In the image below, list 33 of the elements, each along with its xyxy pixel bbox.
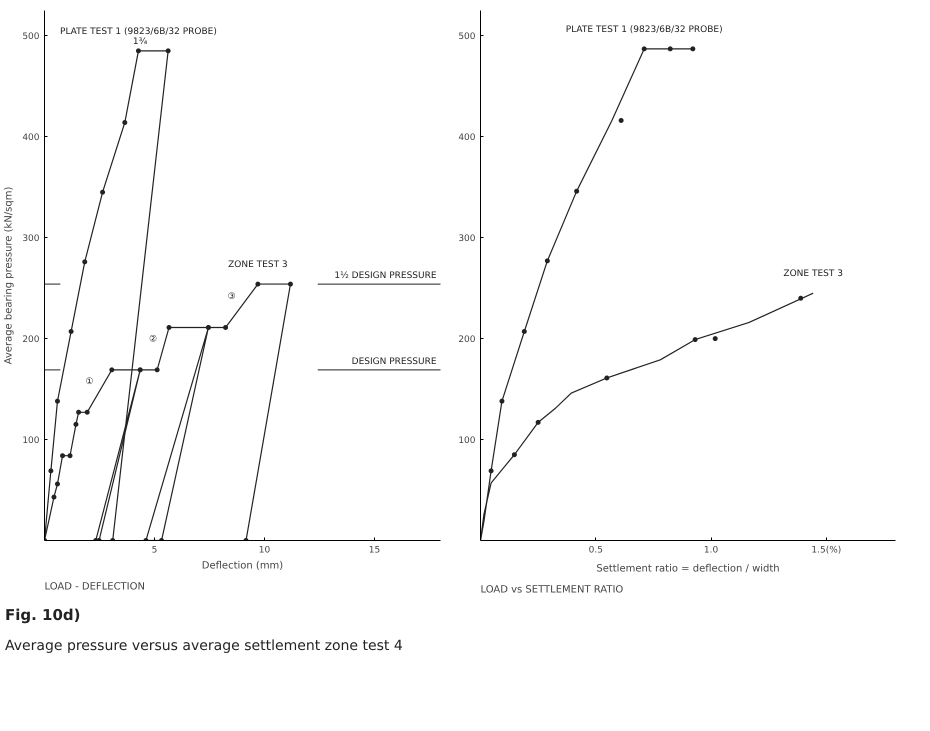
annotation: ① bbox=[85, 377, 94, 388]
y-tick-label: 100 bbox=[22, 436, 40, 446]
y-tick-label: 200 bbox=[22, 335, 40, 346]
y-tick-label: 100 bbox=[458, 436, 476, 446]
text: Average pressure versus average settlement zone test 4 bbox=[5, 637, 403, 656]
caption: Fig. 10d) bbox=[5, 605, 81, 626]
x-tick-label: 15 bbox=[368, 546, 380, 556]
y-tick-label: 500 bbox=[458, 32, 476, 42]
y-tick-label: 500 bbox=[22, 32, 40, 42]
ref-line-label: DESIGN PRESSURE bbox=[352, 356, 437, 367]
x-tick-label: 10 bbox=[258, 546, 270, 556]
x-axis-title: Settlement ratio = deflection / width bbox=[596, 564, 780, 574]
annotation: ② bbox=[149, 334, 158, 345]
x-tick-label: 0.5 bbox=[588, 546, 603, 556]
series-label: ZONE TEST 3 bbox=[228, 260, 288, 270]
x-tick-label: 1.5(%) bbox=[811, 546, 842, 556]
text: PLATE TEST 1 (9823/6B/32 PROBE) bbox=[566, 24, 723, 35]
annotation: 1¾ bbox=[132, 36, 148, 47]
series-label: PLATE TEST 1 (9823/6B/32 PROBE) bbox=[60, 26, 217, 37]
x-axis-title: Deflection (mm) bbox=[202, 560, 284, 572]
x-tick-label: 1.0 bbox=[704, 546, 718, 556]
y-tick-label: 400 bbox=[458, 133, 476, 144]
y-tick-label: 300 bbox=[22, 234, 40, 244]
annotation: ③ bbox=[228, 292, 236, 302]
y-tick-label: 300 bbox=[458, 234, 476, 244]
text: LOAD - DEFLECTION bbox=[44, 582, 145, 592]
y-tick-label: 200 bbox=[458, 335, 476, 346]
text: LOAD vs SETTLEMENT RATIO bbox=[480, 584, 624, 596]
y-axis-title: Average bearing pressure (kN/sqm) bbox=[3, 186, 14, 364]
ref-line-label: 1½ DESIGN PRESSURE bbox=[334, 271, 437, 282]
text: ZONE TEST 3 bbox=[783, 269, 843, 280]
y-tick-label: 400 bbox=[22, 133, 40, 144]
x-tick-label: 5 bbox=[152, 546, 158, 556]
